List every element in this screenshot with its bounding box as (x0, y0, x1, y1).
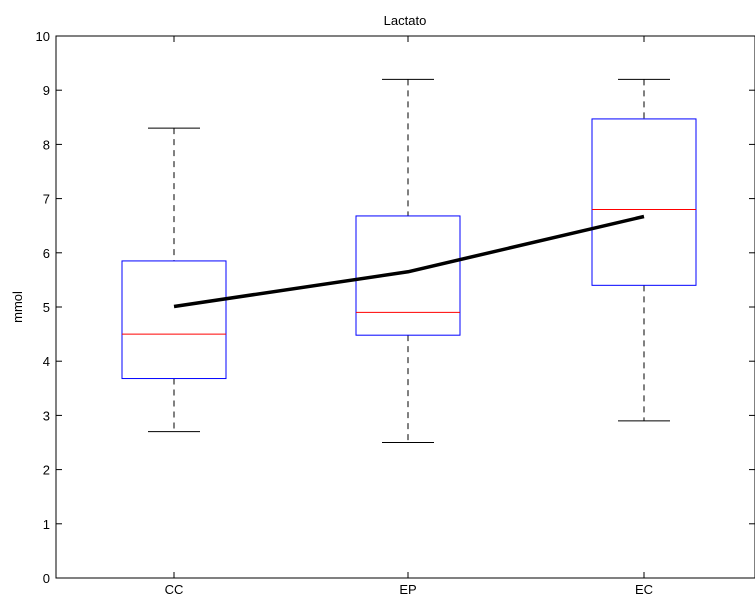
box-cc (121, 127, 227, 433)
y-tick-label: 5 (43, 300, 50, 315)
y-tick-label: 9 (43, 83, 50, 98)
chart-title: Lactato (384, 13, 427, 28)
box-series (121, 78, 697, 443)
iqr-box (355, 215, 461, 336)
iqr-box (121, 260, 227, 380)
x-tick-label: EC (635, 582, 653, 597)
y-tick-label: 0 (43, 571, 50, 586)
box-ep (355, 78, 461, 443)
mean-line (173, 214, 645, 309)
y-tick-label: 4 (43, 354, 50, 369)
mean-line-layer (173, 214, 645, 309)
y-axis-label: mmol (10, 291, 25, 323)
y-tick-label: 10 (36, 29, 50, 44)
y-tick-label: 2 (43, 463, 50, 478)
plot-area (55, 35, 755, 579)
box-ec (591, 78, 697, 422)
y-tick-label: 3 (43, 408, 50, 423)
y-tick-label: 7 (43, 192, 50, 207)
iqr-box (591, 118, 697, 286)
x-tick-label: EP (399, 582, 416, 597)
x-tick-label: CC (165, 582, 184, 597)
y-tick-label: 1 (43, 517, 50, 532)
x-axis: CC EP EC (165, 36, 653, 597)
y-axis: 0 1 2 3 4 5 6 7 8 9 10 (36, 29, 755, 586)
y-tick-label: 6 (43, 246, 50, 261)
y-tick-label: 8 (43, 137, 50, 152)
